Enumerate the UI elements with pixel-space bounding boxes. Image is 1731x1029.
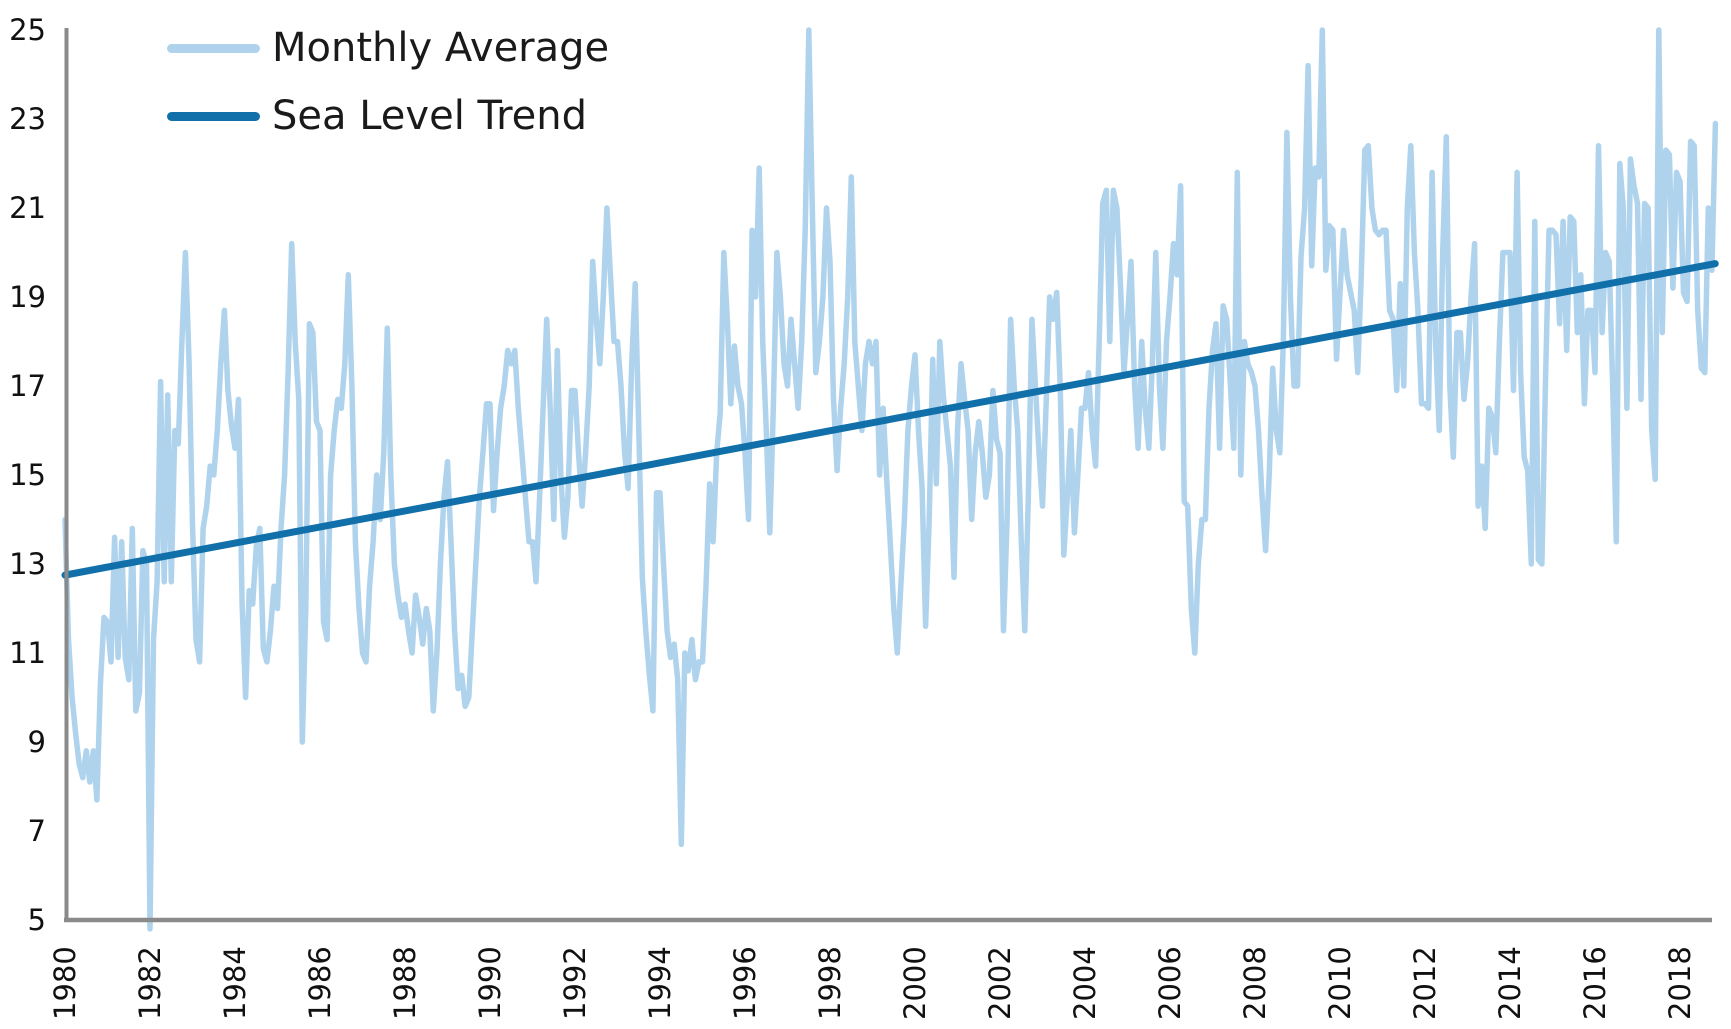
legend-item-monthly-average: Monthly Average (167, 26, 609, 70)
sea-level-trend-line (61, 260, 1719, 579)
x-axis-tick-label: 2012 (1408, 946, 1442, 1020)
x-axis-tick-label: 1988 (388, 946, 422, 1020)
legend-label-monthly-average: Monthly Average (272, 25, 610, 71)
legend-label-sea-level-trend: Sea Level Trend (272, 93, 587, 139)
y-axis-tick-label: 5 (28, 903, 46, 937)
x-axis-tick-label: 2000 (898, 946, 932, 1020)
y-axis-tick-label: 17 (9, 369, 46, 403)
x-axis-tick-label: 2006 (1153, 946, 1187, 1020)
y-axis-tick-label: 11 (9, 636, 46, 670)
x-axis-tick-label: 1992 (558, 946, 592, 1020)
x-axis-tick-label: 1996 (728, 946, 762, 1020)
x-axis-tick-label: 2010 (1323, 946, 1357, 1020)
monthly-average-line-swatch-icon (167, 43, 260, 53)
y-axis-tick-label: 19 (9, 280, 46, 314)
sea-level-trend-line-swatch-icon (167, 111, 260, 121)
x-axis-tick-label: 1990 (473, 946, 507, 1020)
y-axis-tick-label: 21 (9, 191, 46, 225)
x-axis-tick-label: 2008 (1238, 946, 1272, 1020)
x-axis-tick-label: 2004 (1068, 946, 1102, 1020)
y-axis-tick-label: 15 (9, 458, 46, 492)
x-axis-tick-label: 1986 (303, 946, 337, 1020)
x-axis-tick-label: 2014 (1493, 946, 1527, 1020)
x-axis-tick-label: 2016 (1578, 946, 1612, 1020)
legend-item-sea-level-trend: Sea Level Trend (167, 94, 609, 138)
monthly-average-line (62, 27, 1719, 932)
y-axis-tick-label: 7 (28, 814, 46, 848)
x-axis-tick-label: 2002 (983, 946, 1017, 1020)
x-axis-tick-label: 1994 (643, 946, 677, 1020)
x-axis-tick-label: 1980 (48, 946, 82, 1020)
y-axis-tick-label: 9 (28, 725, 46, 759)
y-axis-tick-label: 23 (9, 102, 46, 136)
y-axis-tick-label: 13 (9, 547, 46, 581)
x-axis-tick-label: 1998 (813, 946, 847, 1020)
x-axis-tick-label: 2018 (1663, 946, 1697, 1020)
y-axis-tick-label: 25 (9, 13, 46, 47)
x-axis-tick-label: 1982 (133, 946, 167, 1020)
x-axis-tick-label: 1984 (218, 946, 252, 1020)
chart-legend: Monthly Average Sea Level Trend (167, 26, 609, 162)
